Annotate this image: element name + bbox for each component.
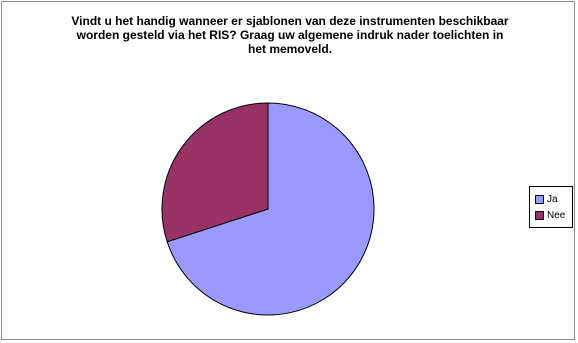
legend-swatch-ja (535, 194, 544, 204)
chart-title-line-1: Vindt u het handig wanneer er sjablonen … (71, 14, 509, 28)
chart-title-line-2: worden gesteld via het RIS? Graag uw alg… (76, 28, 504, 42)
pie-slice-ja (166, 102, 375, 316)
legend-item-nee: Nee (535, 207, 572, 223)
legend-swatch-nee (535, 210, 544, 220)
legend-label-ja: Ja (547, 193, 558, 205)
chart-title-line-3: het memoveld. (247, 42, 333, 56)
legend-label-nee: Nee (547, 209, 566, 221)
legend-item-ja: Ja (535, 191, 572, 207)
chart-title: Vindt u het handig wanneer er sjablonen … (62, 14, 518, 56)
chart-legend: Ja Nee (529, 186, 573, 228)
pie-slice-nee (161, 102, 269, 243)
